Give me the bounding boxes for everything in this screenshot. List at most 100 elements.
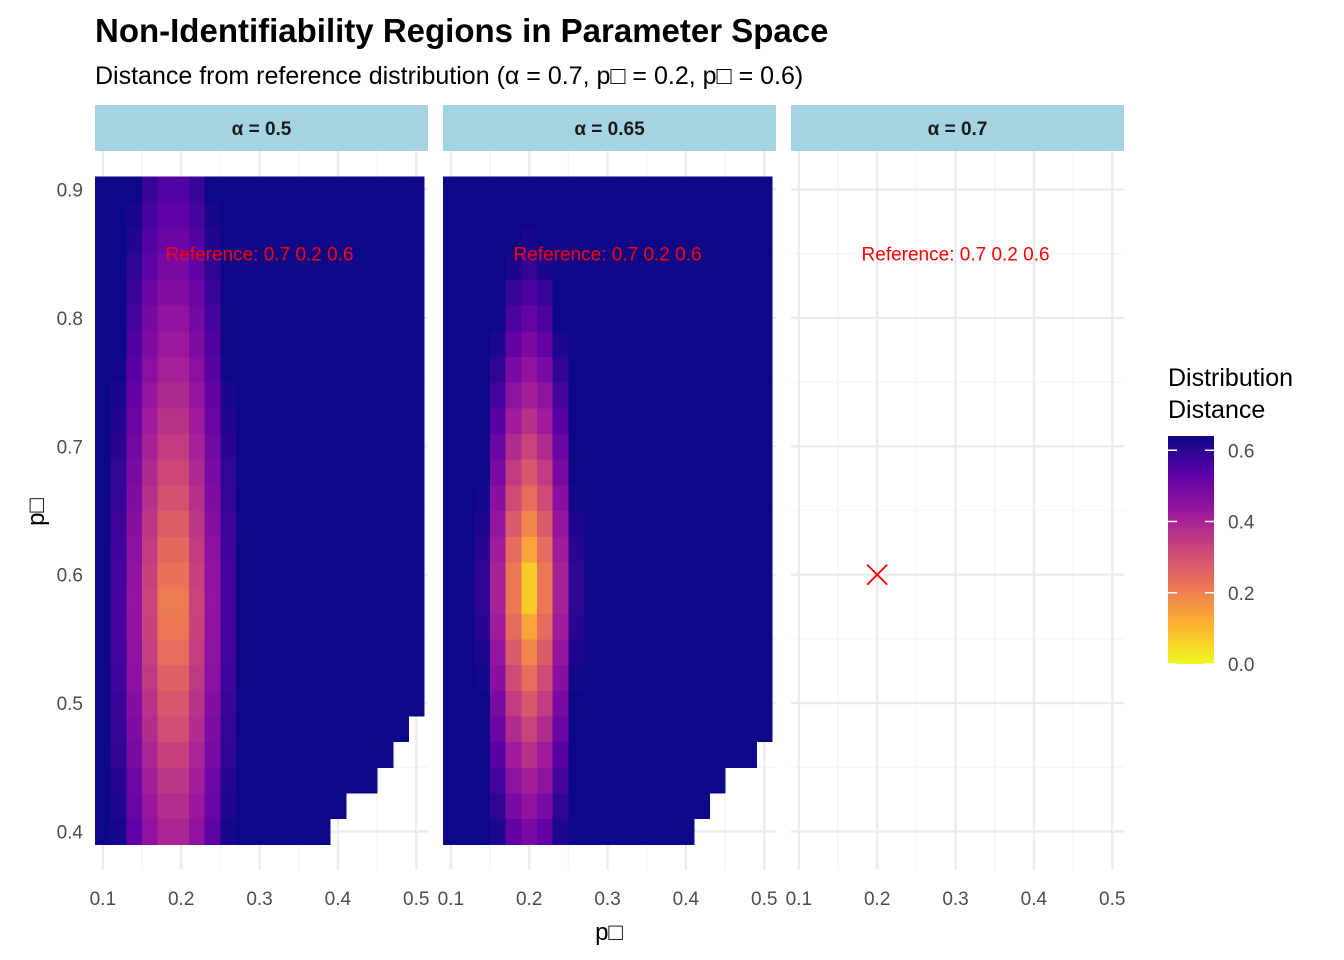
heatmap-tile [443, 561, 460, 589]
heatmap-tile [474, 202, 491, 229]
heatmap-tile [756, 638, 773, 666]
heatmap-tile [204, 484, 221, 512]
heatmap-tile [631, 510, 648, 537]
heatmap-tile [361, 407, 378, 435]
heatmap-tile [678, 613, 695, 640]
facet-strip-label: α = 0.7 [928, 119, 988, 140]
heatmap-tile [615, 587, 632, 614]
heatmap-tile [126, 767, 143, 794]
reference-annotation: Reference: 0.7 0.2 0.6 [514, 245, 702, 266]
heatmap-tile [521, 356, 538, 383]
heatmap-tile [584, 690, 601, 717]
heatmap-tile [345, 330, 362, 358]
heatmap-tile [142, 613, 159, 640]
heatmap-tile [662, 664, 679, 691]
heatmap-tile [377, 613, 394, 640]
heatmap-tile [345, 638, 362, 666]
heatmap-tile [283, 330, 300, 358]
heatmap-tile [314, 407, 331, 435]
heatmap-tile [584, 253, 601, 280]
chart-title: Non-Identifiability Regions in Parameter… [95, 12, 829, 49]
heatmap-tile [314, 741, 331, 768]
heatmap-tile [599, 305, 616, 332]
heatmap-tile [474, 561, 491, 589]
heatmap-tile [314, 484, 331, 512]
heatmap-tile [631, 767, 648, 794]
heatmap-tile [568, 253, 585, 280]
heatmap-tile [552, 407, 569, 435]
heatmap-tile [740, 305, 758, 332]
heatmap-tile [408, 330, 425, 358]
heatmap-tile [251, 279, 268, 306]
heatmap-tile [474, 818, 491, 845]
heatmap-tile [298, 176, 315, 203]
heatmap-tile [283, 690, 300, 717]
x-tick-label: 0.2 [168, 889, 194, 910]
heatmap-tile [662, 613, 679, 640]
heatmap-tile [474, 382, 491, 409]
heatmap-tile [537, 279, 554, 306]
heatmap-tile [599, 818, 616, 845]
heatmap-tile [204, 690, 221, 717]
heatmap-tile [377, 228, 394, 255]
heatmap-tile [505, 613, 522, 640]
heatmap-tile [204, 792, 221, 820]
heatmap-tile [220, 715, 237, 743]
heatmap-tile [725, 715, 742, 743]
heatmap-tile [662, 305, 679, 332]
heatmap-tile [267, 638, 284, 666]
heatmap-tile [709, 715, 726, 743]
heatmap-tile [377, 484, 394, 512]
heatmap-tile [599, 741, 616, 768]
heatmap-tile [173, 202, 190, 229]
heatmap-tile [189, 176, 206, 203]
heatmap-tile [283, 613, 300, 640]
heatmap-tile [693, 407, 710, 435]
heatmap-tile [443, 484, 460, 512]
heatmap-tile [521, 792, 538, 820]
heatmap-tile [490, 510, 507, 537]
heatmap-tile [693, 510, 710, 537]
heatmap-tile [314, 792, 331, 820]
heatmap-tile [345, 356, 362, 383]
heatmap-tile [490, 561, 507, 589]
heatmap-tile [443, 253, 460, 280]
heatmap-tile [615, 638, 632, 666]
heatmap-tile [298, 305, 315, 332]
heatmap-tile [631, 228, 648, 255]
heatmap-tile [584, 407, 601, 435]
heatmap-tile [330, 176, 347, 203]
heatmap-tile [298, 279, 315, 306]
heatmap-tile [537, 767, 554, 794]
heatmap-tile [95, 305, 112, 332]
heatmap-tile [474, 459, 491, 486]
heatmap-tile [251, 715, 268, 743]
heatmap-tile [521, 715, 538, 743]
heatmap-tile [392, 407, 410, 435]
heatmap-tile [142, 767, 159, 794]
heatmap-tile [458, 305, 475, 332]
heatmap-tile [709, 664, 726, 691]
heatmap-tile [220, 305, 237, 332]
heatmap-tile [361, 228, 378, 255]
heatmap-tile [709, 279, 726, 306]
heatmap-tile [345, 176, 362, 203]
heatmap-tile [189, 587, 206, 614]
heatmap-tile [267, 202, 284, 229]
heatmap-tile [662, 715, 679, 743]
heatmap-tile [173, 664, 190, 691]
heatmap-tile [95, 818, 112, 845]
heatmap-tile [173, 613, 190, 640]
x-tick-label: 0.4 [325, 889, 352, 910]
heatmap-tile [392, 356, 410, 383]
heatmap-tile [377, 253, 394, 280]
heatmap-tile [236, 510, 253, 537]
heatmap-tile [458, 279, 475, 306]
heatmap-tile [267, 382, 284, 409]
heatmap-tile [599, 664, 616, 691]
heatmap-tile [646, 587, 663, 614]
heatmap-tile [189, 305, 206, 332]
heatmap-tile [392, 536, 410, 563]
heatmap-tile [631, 176, 648, 203]
heatmap-tile [693, 459, 710, 486]
